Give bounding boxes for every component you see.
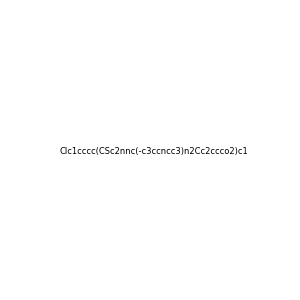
Text: Clc1cccc(CSc2nnc(-c3ccncc3)n2Cc2ccco2)c1: Clc1cccc(CSc2nnc(-c3ccncc3)n2Cc2ccco2)c1: [59, 147, 248, 156]
